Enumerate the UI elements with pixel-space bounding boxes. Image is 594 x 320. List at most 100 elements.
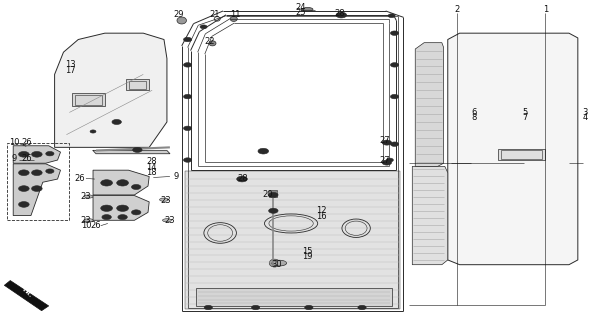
Circle shape — [336, 12, 347, 18]
Text: 23: 23 — [81, 192, 91, 201]
Ellipse shape — [269, 259, 280, 267]
Circle shape — [268, 192, 278, 197]
Ellipse shape — [177, 17, 187, 24]
Circle shape — [386, 158, 393, 162]
Text: 4: 4 — [582, 113, 587, 122]
Text: 26: 26 — [21, 154, 31, 163]
Polygon shape — [185, 171, 400, 309]
Circle shape — [131, 210, 141, 215]
Circle shape — [90, 130, 96, 133]
Bar — [75, 95, 102, 105]
Circle shape — [382, 160, 391, 165]
Text: 21: 21 — [209, 10, 219, 19]
Text: 23: 23 — [160, 196, 171, 205]
Polygon shape — [55, 33, 167, 147]
Circle shape — [305, 305, 313, 310]
Text: 26: 26 — [21, 138, 31, 147]
Ellipse shape — [230, 16, 237, 21]
Circle shape — [116, 180, 128, 186]
Circle shape — [131, 184, 141, 189]
Ellipse shape — [163, 219, 171, 222]
Text: 10: 10 — [9, 138, 20, 147]
Text: 15: 15 — [302, 246, 313, 256]
Text: 1: 1 — [543, 5, 548, 14]
Circle shape — [390, 63, 399, 67]
Text: 14: 14 — [146, 163, 157, 172]
Text: 26: 26 — [75, 174, 86, 183]
Circle shape — [390, 94, 399, 99]
Text: 26: 26 — [91, 221, 102, 230]
Text: 28: 28 — [334, 9, 345, 18]
Circle shape — [236, 176, 247, 182]
Circle shape — [204, 305, 213, 310]
Circle shape — [101, 180, 112, 186]
Text: 10: 10 — [81, 221, 91, 230]
Polygon shape — [4, 281, 49, 311]
Circle shape — [268, 208, 278, 213]
Text: 16: 16 — [317, 212, 327, 221]
Circle shape — [112, 119, 121, 124]
Text: 3: 3 — [582, 108, 587, 117]
Circle shape — [390, 142, 399, 146]
Circle shape — [184, 158, 192, 162]
Text: 29: 29 — [173, 10, 184, 19]
Bar — [269, 190, 277, 196]
Bar — [197, 289, 391, 306]
Circle shape — [116, 205, 128, 212]
Text: 23: 23 — [81, 216, 91, 225]
Text: 23: 23 — [165, 216, 175, 225]
Ellipse shape — [160, 198, 169, 201]
Polygon shape — [93, 196, 149, 220]
Text: 18: 18 — [146, 168, 157, 177]
Text: 7: 7 — [522, 113, 527, 122]
Text: 12: 12 — [317, 206, 327, 215]
Text: 25: 25 — [296, 8, 307, 17]
Text: 27: 27 — [379, 136, 390, 145]
Polygon shape — [412, 166, 448, 265]
Polygon shape — [448, 33, 578, 265]
Bar — [498, 149, 545, 160]
Circle shape — [31, 186, 42, 191]
Circle shape — [46, 169, 54, 173]
Circle shape — [18, 151, 29, 157]
Polygon shape — [93, 170, 149, 195]
Text: 9: 9 — [173, 172, 178, 181]
Circle shape — [251, 305, 260, 310]
Text: 28: 28 — [146, 157, 157, 166]
Bar — [501, 150, 542, 159]
Text: FR.: FR. — [20, 287, 32, 299]
Circle shape — [18, 186, 29, 191]
Ellipse shape — [302, 7, 313, 11]
Circle shape — [118, 215, 127, 220]
Bar — [72, 93, 105, 106]
Text: 20: 20 — [262, 190, 273, 199]
Ellipse shape — [84, 219, 93, 222]
Circle shape — [382, 140, 391, 145]
Polygon shape — [13, 164, 61, 216]
Polygon shape — [415, 43, 444, 166]
Circle shape — [18, 202, 29, 207]
Circle shape — [31, 170, 42, 176]
Text: 30: 30 — [271, 260, 282, 269]
Circle shape — [184, 94, 192, 99]
Circle shape — [31, 151, 42, 157]
Text: 6: 6 — [472, 108, 477, 117]
Polygon shape — [13, 146, 61, 163]
Text: 2: 2 — [454, 5, 459, 14]
Text: 27: 27 — [379, 156, 390, 165]
Bar — [128, 81, 146, 89]
Circle shape — [388, 14, 395, 18]
Text: 17: 17 — [65, 66, 76, 75]
Circle shape — [200, 25, 207, 29]
Text: 24: 24 — [296, 3, 307, 12]
Circle shape — [46, 151, 54, 156]
Text: 19: 19 — [302, 252, 313, 261]
Bar — [7, 143, 69, 220]
Polygon shape — [93, 150, 170, 154]
Circle shape — [184, 126, 192, 131]
Circle shape — [184, 37, 192, 42]
Circle shape — [132, 147, 142, 152]
Bar — [125, 79, 149, 90]
Circle shape — [18, 170, 29, 176]
Ellipse shape — [272, 260, 287, 266]
